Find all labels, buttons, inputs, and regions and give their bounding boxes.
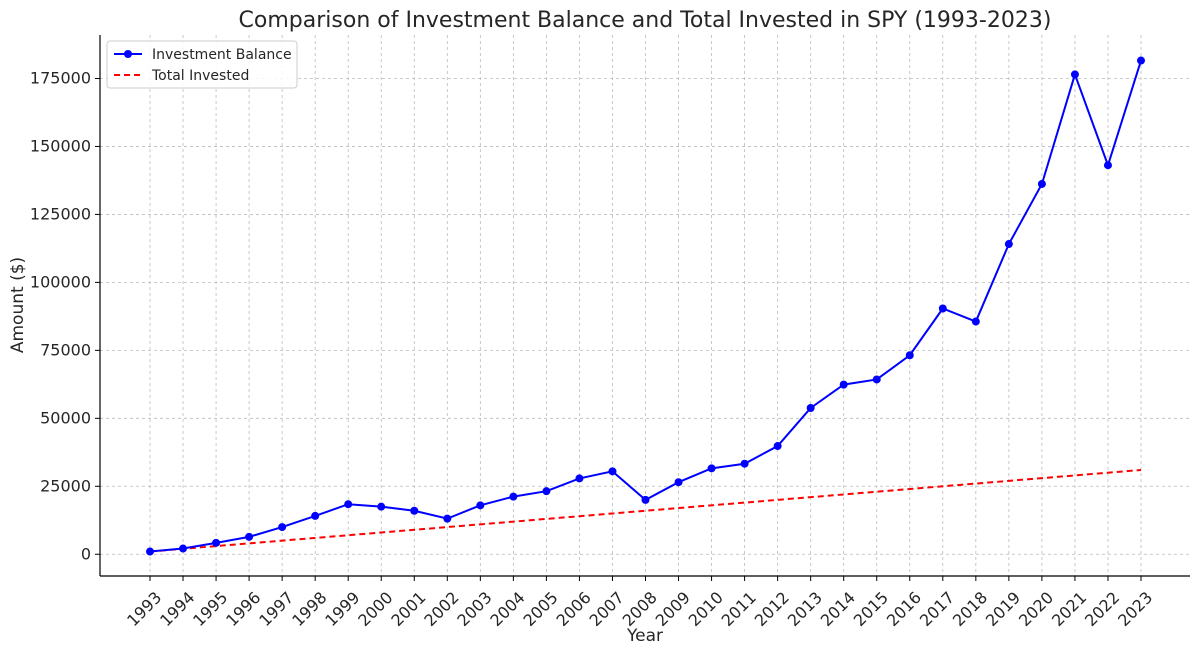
x-tick-label: 2004 <box>486 588 528 630</box>
x-tick-label: 1998 <box>288 588 330 630</box>
data-point-investment-balance <box>872 375 881 384</box>
data-point-investment-balance <box>839 380 848 389</box>
data-point-investment-balance <box>575 474 584 483</box>
x-tick-label: 1997 <box>255 588 297 630</box>
y-tick-label: 75000 <box>40 340 91 359</box>
axes <box>99 35 1190 577</box>
data-point-investment-balance <box>971 317 980 326</box>
x-tick-label: 1994 <box>156 588 198 630</box>
x-tick-label: 2016 <box>883 588 925 630</box>
x-tick-label: 2003 <box>453 588 495 630</box>
data-point-investment-balance <box>377 502 386 511</box>
data-point-investment-balance <box>1103 161 1112 170</box>
x-tick-label: 2012 <box>751 588 793 630</box>
data-point-investment-balance <box>245 532 254 541</box>
y-tick-label: 50000 <box>40 408 91 427</box>
x-tick-label: 2008 <box>619 588 661 630</box>
data-point-investment-balance <box>608 467 617 476</box>
x-tick-label: 2010 <box>685 588 727 630</box>
x-ticks: 1993199419951996199719981999200020012002… <box>123 576 1156 630</box>
x-tick-label: 2022 <box>1081 588 1123 630</box>
x-tick-label: 2023 <box>1114 588 1156 630</box>
data-point-investment-balance <box>938 304 947 313</box>
y-tick-label: 25000 <box>40 476 91 495</box>
data-point-investment-balance <box>146 547 154 556</box>
data-point-investment-balance <box>773 442 782 451</box>
x-tick-label: 2001 <box>387 588 429 630</box>
y-ticks: 0 25000 50000 75000 100000 125000 150000 175000 <box>30 68 100 563</box>
y-tick-label: 0 <box>81 544 91 563</box>
data-point-investment-balance <box>311 511 320 520</box>
data-point-investment-balance <box>740 459 749 468</box>
y-tick-label: 175000 <box>30 68 91 87</box>
data-point-investment-balance <box>212 538 221 547</box>
data-point-investment-balance <box>1137 56 1145 65</box>
data-point-investment-balance <box>443 514 452 523</box>
x-tick-label: 2002 <box>420 588 462 630</box>
data-point-investment-balance <box>641 495 650 504</box>
series-line-total-invested <box>149 468 1142 553</box>
x-axis-label: Year <box>626 626 663 646</box>
x-tick-label: 2011 <box>718 588 760 630</box>
y-tick-label: 125000 <box>30 204 91 223</box>
y-axis-label: Amount ($) <box>8 257 28 353</box>
legend-marker-investment-balance <box>124 50 132 58</box>
legend: Investment Balance Total Invested <box>106 40 298 89</box>
x-tick-label: 2018 <box>949 588 991 630</box>
x-tick-label: 2020 <box>1015 588 1057 630</box>
data-point-investment-balance <box>806 403 815 412</box>
x-tick-label: 1996 <box>222 588 264 630</box>
x-tick-label: 2019 <box>982 588 1024 630</box>
x-tick-label: 2007 <box>586 588 628 630</box>
x-tick-label: 1999 <box>321 588 363 630</box>
data-point-investment-balance <box>179 544 188 553</box>
chart-title: Comparison of Investment Balance and Tot… <box>239 8 1052 33</box>
series <box>146 56 1145 556</box>
y-tick-label: 150000 <box>30 136 91 155</box>
data-point-investment-balance <box>674 478 683 487</box>
x-tick-label: 2021 <box>1048 588 1090 630</box>
data-point-investment-balance <box>905 351 914 360</box>
data-point-investment-balance <box>1037 179 1046 188</box>
x-tick-label: 2017 <box>916 588 958 630</box>
data-point-investment-balance <box>1004 240 1013 249</box>
x-tick-label: 1995 <box>189 588 231 630</box>
x-tick-label: 1993 <box>123 588 165 630</box>
data-point-investment-balance <box>542 487 551 496</box>
data-point-investment-balance <box>707 464 716 473</box>
data-point-investment-balance <box>410 506 419 515</box>
data-point-investment-balance <box>1070 70 1079 79</box>
grid <box>100 35 1190 576</box>
legend-box <box>106 40 298 89</box>
data-point-investment-balance <box>344 500 353 509</box>
legend-label-total-invested: Total Invested <box>151 68 249 84</box>
x-tick-label: 2009 <box>652 588 694 630</box>
y-tick-label: 100000 <box>30 272 91 291</box>
x-tick-label: 2000 <box>354 588 396 630</box>
x-tick-label: 2014 <box>817 588 859 630</box>
x-tick-label: 2015 <box>850 588 892 630</box>
data-point-investment-balance <box>509 492 518 501</box>
x-tick-label: 2005 <box>519 588 561 630</box>
x-tick-label: 2013 <box>784 588 826 630</box>
x-tick-label: 2006 <box>553 588 595 630</box>
data-point-investment-balance <box>278 523 287 532</box>
legend-label-investment-balance: Investment Balance <box>152 47 292 63</box>
data-point-investment-balance <box>476 501 485 510</box>
